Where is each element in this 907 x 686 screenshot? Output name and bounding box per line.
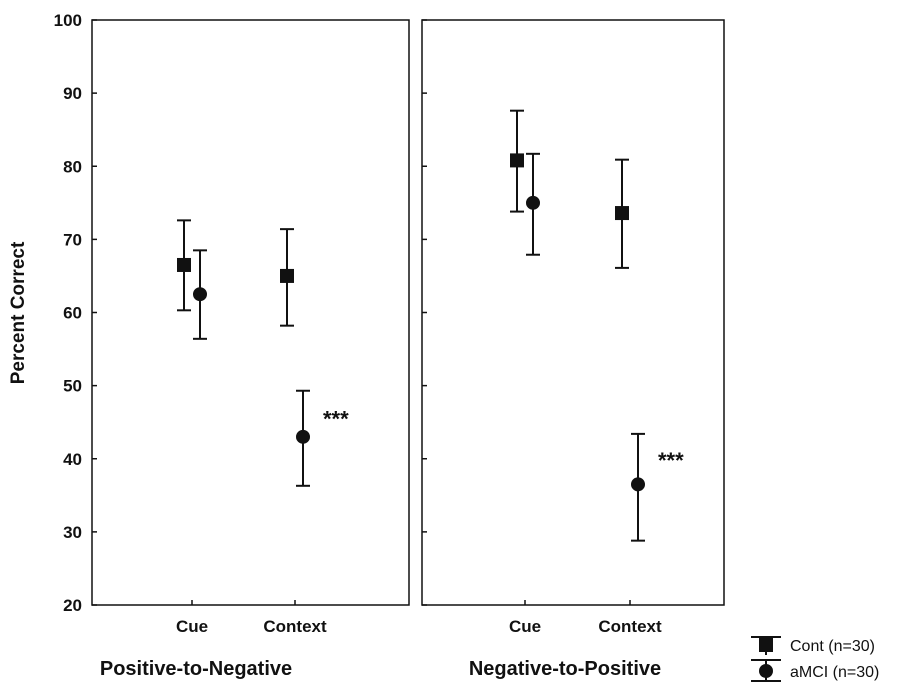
y-tick-label: 60 — [63, 304, 82, 323]
significance-annotation: *** — [323, 407, 349, 432]
legend-amci-marker — [759, 664, 773, 678]
data-point-square — [510, 153, 524, 168]
y-ticks: 20 30 40 50 60 70 80 90 100 — [54, 11, 427, 615]
data-point-circle — [193, 287, 207, 302]
y-tick-label: 50 — [63, 377, 82, 396]
legend: Cont (n=30) aMCI (n=30) — [751, 636, 879, 682]
significance-annotation: *** — [658, 448, 684, 473]
legend-entry-amci: aMCI (n=30) — [751, 659, 879, 682]
y-axis-label: Percent Correct — [8, 241, 29, 384]
panel-left-title: Positive-to-Negative — [100, 658, 292, 680]
y-tick-label: 90 — [63, 84, 82, 103]
legend-cont-marker — [759, 638, 773, 652]
data-point-square — [280, 268, 294, 283]
legend-entry-cont: Cont (n=30) — [751, 636, 875, 655]
legend-cont-label: Cont (n=30) — [790, 638, 875, 655]
data-point-square — [177, 257, 191, 272]
data-point-circle — [296, 429, 310, 444]
panel-left-frame — [91, 19, 410, 606]
y-tick-label: 40 — [63, 450, 82, 469]
data-point-circle — [631, 477, 645, 492]
y-tick-label: 100 — [54, 11, 82, 30]
data-point-circle — [526, 195, 540, 210]
y-tick-label: 20 — [63, 596, 82, 615]
data-marks: *** *** — [177, 109, 684, 542]
legend-amci-label: aMCI (n=30) — [790, 664, 879, 681]
data-point-square — [615, 206, 629, 221]
panel-right: Negative-to-Positive — [421, 19, 725, 680]
y-tick-label: 70 — [63, 230, 82, 249]
panel-left: Positive-to-Negative — [91, 19, 410, 680]
y-tick-label: 80 — [63, 157, 82, 176]
y-tick-label: 30 — [63, 523, 82, 542]
x-tick-label: Context — [263, 617, 327, 636]
panel-right-title: Negative-to-Positive — [469, 658, 661, 680]
x-tick-label: Context — [598, 617, 662, 636]
panel-right-frame — [421, 19, 725, 606]
x-ticks: Cue Context Cue Context — [176, 600, 662, 636]
x-tick-label: Cue — [509, 617, 541, 636]
x-tick-label: Cue — [176, 617, 208, 636]
